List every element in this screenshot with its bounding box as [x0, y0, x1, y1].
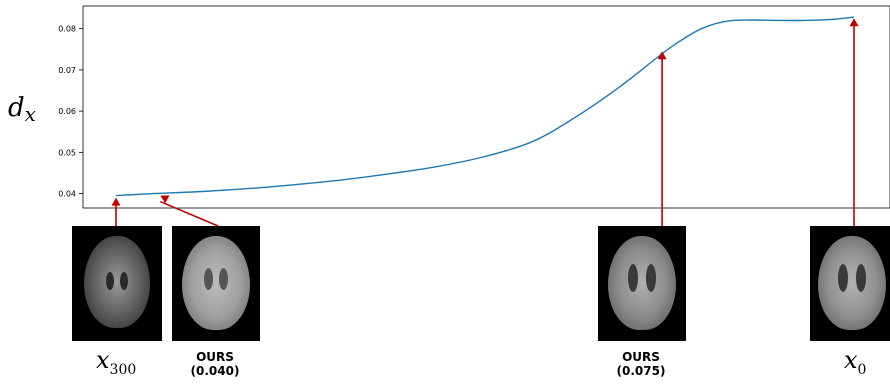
scan-ours-0075 [598, 226, 686, 341]
ventricle-shape [106, 272, 114, 290]
scan-ours-0040 [172, 226, 260, 341]
ventricle-shape [219, 268, 228, 290]
scan-x0 [810, 226, 890, 341]
y-tick-label: 0.04 [58, 190, 76, 199]
y-axis-label: dx [8, 93, 36, 126]
ventricle-shape [204, 268, 213, 290]
ventricle-shape [856, 264, 866, 292]
arrowhead-ours-0040 [160, 195, 170, 204]
label-ours-0075: OURS (0.075) [606, 350, 676, 378]
ventricle-shape [120, 272, 128, 290]
label-ours-0040: OURS (0.040) [180, 350, 250, 378]
arrowhead-ours-0075 [657, 51, 667, 60]
label-x300: x300 [96, 346, 136, 378]
brain-image [608, 236, 676, 330]
scan-x300 [72, 226, 162, 341]
y-axis-ticks: 0.04 0.05 0.06 0.07 0.08 [58, 25, 83, 199]
label-x300-sub: 300 [109, 361, 137, 378]
brain-image [818, 236, 886, 330]
caption-line1: OURS [622, 350, 660, 364]
ventricle-shape [838, 264, 848, 292]
y-tick-label: 0.08 [58, 25, 76, 34]
arrow-ours-0040 [159, 200, 219, 227]
caption-line1: OURS [196, 350, 234, 364]
arrowhead-x300 [111, 197, 121, 206]
ventricle-shape [646, 264, 656, 292]
brain-image [84, 236, 150, 328]
arrowhead-x0 [849, 18, 859, 27]
brain-image [182, 236, 250, 330]
caption-line2: (0.040) [190, 364, 240, 378]
caption-line2: (0.075) [616, 364, 666, 378]
label-x0: x0 [844, 346, 866, 378]
y-tick-label: 0.05 [58, 148, 76, 157]
series-line [115, 16, 855, 197]
y-tick-label: 0.06 [58, 107, 76, 116]
plot-frame [82, 5, 890, 209]
label-x300-var: x [96, 346, 110, 374]
label-x0-var: x [844, 346, 858, 374]
label-x0-sub: 0 [857, 361, 867, 378]
ventricle-shape [628, 264, 638, 292]
arrows [111, 18, 859, 227]
y-tick-label: 0.07 [58, 66, 76, 75]
